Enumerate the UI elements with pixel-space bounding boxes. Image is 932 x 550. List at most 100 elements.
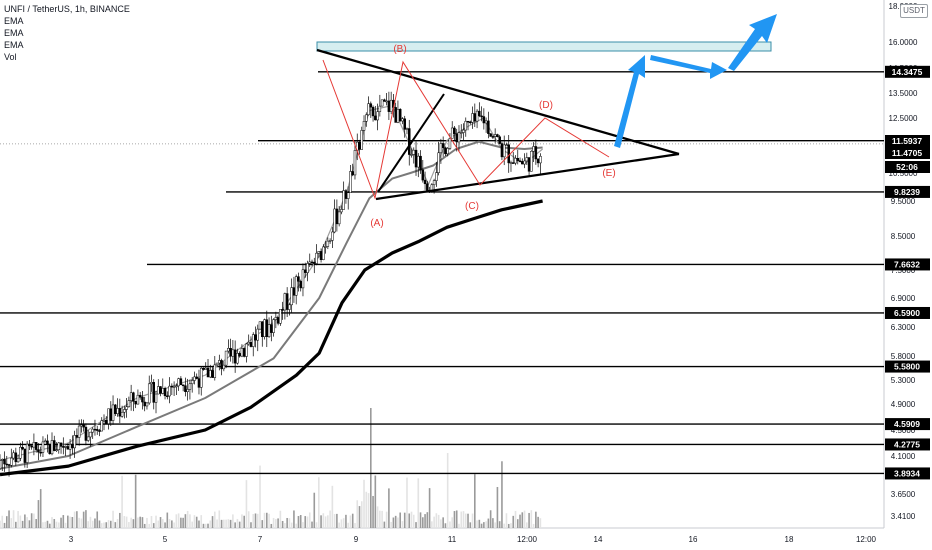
volume-bar xyxy=(30,513,33,528)
candle xyxy=(199,366,203,396)
volume-bar xyxy=(406,477,408,528)
candle xyxy=(308,253,312,268)
volume-bar xyxy=(119,512,121,528)
candle xyxy=(211,365,214,378)
candle xyxy=(319,248,323,263)
volume-bar xyxy=(514,510,517,528)
candle xyxy=(32,433,36,456)
candle xyxy=(448,133,452,151)
indicator-ema-2[interactable]: EMA xyxy=(4,28,24,38)
svg-text:9.8239: 9.8239 xyxy=(894,187,920,197)
volume-bar xyxy=(476,520,478,528)
candle xyxy=(227,339,230,354)
svg-text:4.2775: 4.2775 xyxy=(894,439,920,449)
volume-bar xyxy=(397,517,399,528)
volume-bar xyxy=(69,516,71,528)
volume-bar xyxy=(195,516,198,528)
volume-bar xyxy=(87,521,89,528)
volume-bar xyxy=(216,519,218,528)
volume-bar xyxy=(320,515,322,528)
wave-label[interactable]: (C) xyxy=(465,201,479,212)
volume-bar xyxy=(501,461,503,528)
candle xyxy=(511,152,515,164)
volume-bar xyxy=(80,518,83,528)
price-tick-label: 3.6500 xyxy=(891,490,916,499)
volume-bar xyxy=(424,514,426,528)
volume-bar xyxy=(130,517,132,528)
symbol-title[interactable]: UNFI / TetherUS, 1h, BINANCE xyxy=(4,4,130,14)
candle xyxy=(279,309,282,326)
svg-text:4.5909: 4.5909 xyxy=(894,419,920,429)
price-tick-label: 10.5000 xyxy=(889,169,918,178)
volume-bar xyxy=(1,515,4,528)
volume-bar xyxy=(498,521,501,528)
ema-slow-line[interactable] xyxy=(0,199,543,477)
volume-bar xyxy=(184,514,187,528)
indicator-ema-3[interactable]: EMA xyxy=(4,40,24,50)
volume-bar xyxy=(526,522,528,528)
candle xyxy=(154,390,158,414)
volume-bar xyxy=(46,520,49,528)
triangle-lower-line[interactable] xyxy=(375,152,680,201)
volume-bar xyxy=(112,510,114,528)
volume-bar xyxy=(123,516,126,528)
candle xyxy=(396,100,400,124)
wave-path[interactable] xyxy=(322,59,610,200)
volume-bar xyxy=(270,523,273,528)
price-labels: 14.3475 11.5937 11.4705 52:06 9.8239 7.6632 6.… xyxy=(885,65,930,480)
candle xyxy=(209,364,212,379)
candle xyxy=(514,155,517,166)
candle xyxy=(166,391,169,400)
volume-bar xyxy=(433,516,435,528)
candle xyxy=(459,124,463,139)
volume-bar xyxy=(426,512,429,528)
volume-bar xyxy=(440,519,442,528)
quote-currency-button[interactable]: USDT xyxy=(900,4,928,18)
candle xyxy=(55,442,58,452)
wave-label[interactable]: (D) xyxy=(539,100,553,111)
volume-bar xyxy=(12,510,15,528)
target-zone-box[interactable] xyxy=(316,41,772,52)
volume-bar xyxy=(304,516,307,528)
candle xyxy=(53,435,56,452)
candle xyxy=(233,340,237,373)
indicator-ema-1[interactable]: EMA xyxy=(4,16,24,26)
chart-legend: UNFI / TetherUS, 1h, BINANCE EMA EMA EMA… xyxy=(4,3,130,63)
projection-arrow-2 xyxy=(650,55,727,79)
candle xyxy=(14,447,18,466)
wave-label[interactable]: (A) xyxy=(370,218,383,229)
candle xyxy=(471,106,474,129)
volume-bar xyxy=(399,512,401,528)
volume-bar xyxy=(358,506,361,528)
price-tick-label: 9.5000 xyxy=(891,197,916,206)
candle xyxy=(256,324,260,352)
wave-label[interactable]: (E) xyxy=(602,168,615,179)
volume-bar xyxy=(103,522,105,528)
candle xyxy=(98,428,101,437)
candle xyxy=(324,241,327,254)
candle xyxy=(281,301,284,320)
volume-bar xyxy=(91,520,94,528)
candle xyxy=(59,442,63,454)
candle xyxy=(163,386,167,400)
candle xyxy=(505,142,508,147)
volume-bar xyxy=(340,519,343,528)
wave-label[interactable]: (B) xyxy=(393,44,406,55)
price-tick-label: 16.0000 xyxy=(889,38,918,47)
indicator-vol[interactable]: Vol xyxy=(4,52,17,62)
candle xyxy=(247,334,250,346)
candle xyxy=(37,443,40,461)
candle xyxy=(50,432,54,456)
volume-bar xyxy=(155,515,157,528)
candle xyxy=(261,321,264,347)
time-axis[interactable]: 3 5 7 9 11 12:00 14 16 18 12:00 xyxy=(69,535,877,544)
candle xyxy=(294,274,298,305)
volume-bar xyxy=(376,506,379,528)
candle xyxy=(125,398,128,418)
candle xyxy=(441,136,445,157)
price-tick-label: 4.9000 xyxy=(891,400,916,409)
candle xyxy=(353,140,357,180)
svg-text:5.5800: 5.5800 xyxy=(894,362,920,372)
